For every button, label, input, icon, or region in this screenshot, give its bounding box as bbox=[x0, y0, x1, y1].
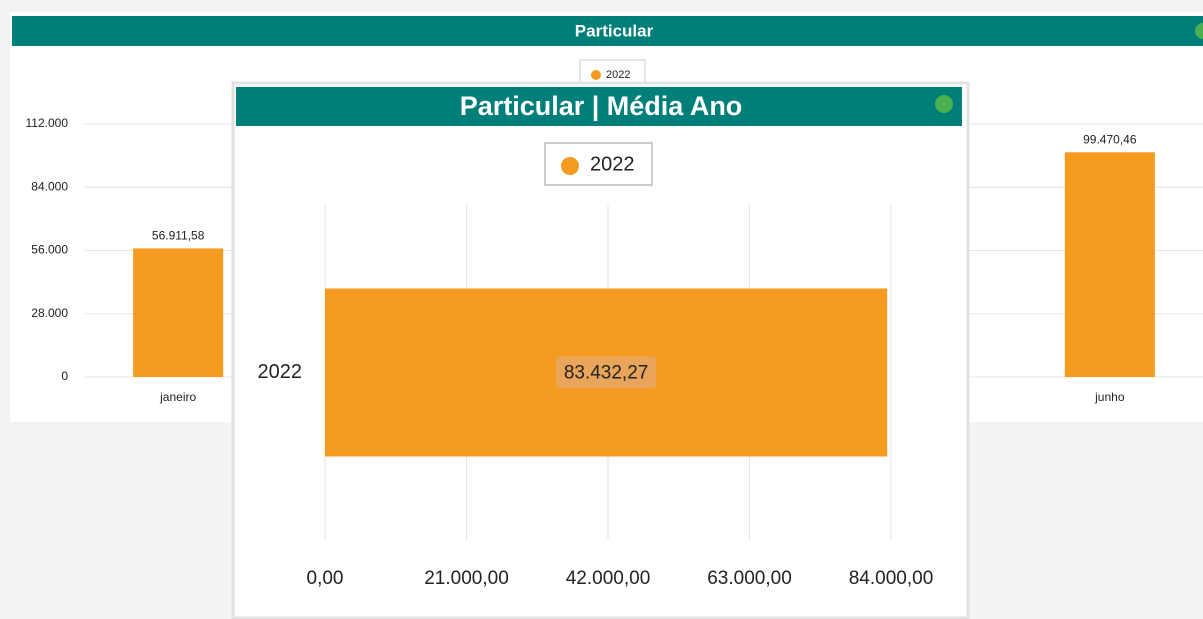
y-tick-label: 56.000 bbox=[31, 243, 68, 257]
data-label: 83.432,27 bbox=[564, 363, 649, 384]
bar bbox=[1064, 152, 1155, 377]
status-dot bbox=[1195, 23, 1203, 39]
y-tick-label: 0 bbox=[61, 369, 68, 383]
x-tick-label: 21.000,00 bbox=[424, 568, 509, 589]
y-tick-label: 84.000 bbox=[31, 179, 68, 193]
front-header bbox=[236, 87, 962, 126]
chart-title: Particular bbox=[575, 21, 654, 40]
x-tick-label: junho bbox=[1094, 390, 1125, 404]
bar bbox=[133, 248, 224, 377]
x-tick-label: 84.000,00 bbox=[849, 568, 934, 589]
legend-label: 2022 bbox=[606, 69, 630, 81]
data-label: 56.911,58 bbox=[152, 229, 205, 243]
legend-dot bbox=[561, 157, 579, 175]
y-tick-label: 112.000 bbox=[26, 116, 69, 130]
x-tick-label: 0,00 bbox=[307, 568, 344, 589]
x-tick-label: janeiro bbox=[159, 390, 196, 404]
x-tick-label: 42.000,00 bbox=[566, 568, 651, 589]
chart-title: Particular | Média Ano bbox=[460, 91, 743, 121]
status-dot bbox=[935, 95, 953, 113]
back-header bbox=[12, 16, 1203, 46]
legend-dot bbox=[591, 70, 601, 80]
front-chart: Particular | Média Ano 2022 0,00 21.000,00 4… bbox=[258, 91, 934, 589]
y-tick-label: 2022 bbox=[258, 361, 303, 383]
legend-label: 2022 bbox=[590, 153, 635, 175]
x-tick-label: 63.000,00 bbox=[707, 568, 792, 589]
y-tick-label: 28.000 bbox=[31, 306, 68, 320]
data-label: 99.470,46 bbox=[1083, 132, 1137, 146]
data-label-bg bbox=[556, 356, 657, 389]
